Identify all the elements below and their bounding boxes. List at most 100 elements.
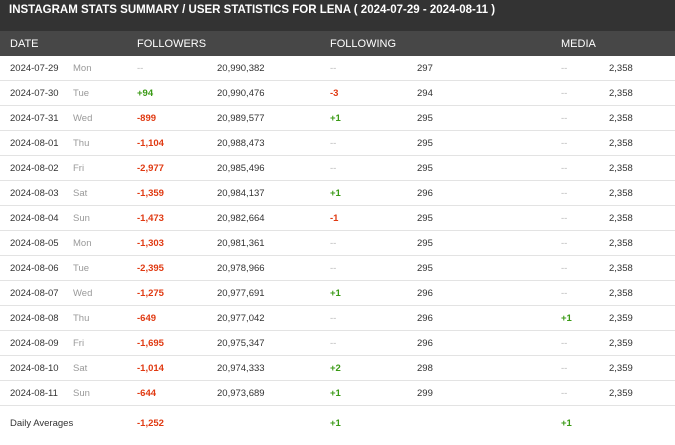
row-day: Sat — [73, 188, 88, 199]
row-date: 2024-07-31 — [10, 113, 59, 124]
followers-change: -1,104 — [137, 138, 164, 149]
followers-change: -1,473 — [137, 213, 164, 224]
media-total: 2,359 — [609, 388, 633, 399]
following-change: -- — [330, 338, 337, 349]
media-total: 2,358 — [609, 88, 633, 99]
row-day: Fri — [73, 163, 85, 174]
following-change: -- — [330, 263, 337, 274]
following-total: 295 — [417, 213, 433, 224]
media-change: -- — [561, 113, 568, 124]
row-date: 2024-08-05 — [10, 238, 59, 249]
row-date: 2024-08-11 — [10, 388, 58, 399]
following-change: -1 — [330, 213, 339, 224]
row-date: 2024-08-07 — [10, 288, 59, 299]
row-date: 2024-08-01 — [10, 138, 59, 149]
media-total: 2,358 — [609, 113, 633, 124]
stats-table-body: 2024-07-29 Mon -- 20,990,382 -- 297 -- 2,358 202… — [0, 56, 675, 406]
row-date: 2024-07-29 — [10, 63, 59, 74]
followers-change: -- — [137, 63, 144, 74]
row-day: Tue — [73, 263, 90, 274]
table-row: 2024-08-06 Tue -2,395 20,978,966 -- 295 -- 2,35… — [0, 256, 675, 281]
table-row: 2024-08-08 Thu -649 20,977,042 -- 296 +1 2,359 — [0, 306, 675, 331]
media-total: 2,359 — [609, 363, 633, 374]
following-total: 297 — [417, 63, 433, 74]
table-row: 2024-07-30 Tue +94 20,990,476 -3 294 -- 2,358 — [0, 81, 675, 106]
following-change: +2 — [330, 363, 341, 374]
media-change: -- — [561, 288, 568, 299]
followers-total: 20,981,361 — [217, 238, 265, 249]
following-change: -- — [330, 238, 337, 249]
averages-followers-change: -1,252 — [137, 418, 164, 429]
followers-change: -899 — [137, 113, 157, 124]
following-total: 296 — [417, 338, 433, 349]
table-row: 2024-08-10 Sat -1,014 20,974,333 +2 298 -- 2,35… — [0, 356, 675, 381]
row-date: 2024-08-02 — [10, 163, 59, 174]
media-total: 2,358 — [609, 163, 633, 174]
averages-media-change: +1 — [561, 418, 572, 429]
row-day: Mon — [73, 238, 92, 249]
row-date: 2024-08-08 — [10, 313, 59, 324]
header-media: MEDIA — [561, 38, 596, 50]
media-change: -- — [561, 63, 568, 74]
media-change: -- — [561, 363, 568, 374]
row-day: Sat — [73, 363, 88, 374]
following-change: +1 — [330, 388, 341, 399]
following-total: 298 — [417, 363, 433, 374]
table-row: 2024-08-01 Thu -1,104 20,988,473 -- 295 -- 2,35… — [0, 131, 675, 156]
followers-total: 20,988,473 — [217, 138, 265, 149]
table-row: 2024-07-29 Mon -- 20,990,382 -- 297 -- 2,358 — [0, 56, 675, 81]
media-change: -- — [561, 238, 568, 249]
following-total: 295 — [417, 163, 433, 174]
media-change: -- — [561, 138, 568, 149]
header-date: DATE — [10, 38, 39, 50]
row-day: Sun — [73, 388, 90, 399]
page-title-text: INSTAGRAM STATS SUMMARY / USER STATISTIC… — [9, 4, 496, 16]
table-row: 2024-08-03 Sat -1,359 20,984,137 +1 296 -- 2,35… — [0, 181, 675, 206]
row-day: Tue — [73, 88, 90, 99]
table-header: DATE FOLLOWERS FOLLOWING MEDIA — [0, 31, 675, 56]
row-day: Fri — [73, 338, 85, 349]
following-total: 294 — [417, 88, 433, 99]
followers-total: 20,984,137 — [217, 188, 265, 199]
header-followers: FOLLOWERS — [137, 38, 207, 50]
followers-change: -2,977 — [137, 163, 164, 174]
followers-change: +94 — [137, 88, 154, 99]
media-total: 2,359 — [609, 338, 633, 349]
followers-change: -1,359 — [137, 188, 164, 199]
table-row: 2024-08-07 Wed -1,275 20,977,691 +1 296 -- 2,35… — [0, 281, 675, 306]
media-total: 2,359 — [609, 313, 633, 324]
followers-total: 20,990,382 — [217, 63, 265, 74]
row-day: Thu — [73, 313, 90, 324]
row-day: Thu — [73, 138, 90, 149]
following-total: 295 — [417, 263, 433, 274]
row-day: Mon — [73, 63, 92, 74]
following-total: 296 — [417, 188, 433, 199]
header-following: FOLLOWING — [330, 38, 397, 50]
following-total: 299 — [417, 388, 433, 399]
followers-total: 20,985,496 — [217, 163, 265, 174]
media-change: -- — [561, 188, 568, 199]
table-row: 2024-08-09 Fri -1,695 20,975,347 -- 296 -- 2,35… — [0, 331, 675, 356]
table-row: 2024-07-31 Wed -899 20,989,577 +1 295 -- 2,358 — [0, 106, 675, 131]
followers-total: 20,989,577 — [217, 113, 265, 124]
following-total: 295 — [417, 238, 433, 249]
following-change: -- — [330, 313, 337, 324]
following-change: -- — [330, 138, 337, 149]
row-date: 2024-08-09 — [10, 338, 59, 349]
row-day: Sun — [73, 213, 90, 224]
media-total: 2,358 — [609, 238, 633, 249]
row-day: Wed — [73, 288, 93, 299]
followers-total: 20,973,689 — [217, 388, 265, 399]
averages-following-change: +1 — [330, 418, 341, 429]
followers-total: 20,975,347 — [217, 338, 265, 349]
row-date: 2024-07-30 — [10, 88, 59, 99]
following-total: 295 — [417, 113, 433, 124]
media-total: 2,358 — [609, 138, 633, 149]
following-change: +1 — [330, 113, 341, 124]
following-change: -- — [330, 63, 337, 74]
following-change: +1 — [330, 188, 341, 199]
followers-total: 20,982,664 — [217, 213, 265, 224]
table-row: 2024-08-05 Mon -1,303 20,981,361 -- 295 -- 2,35… — [0, 231, 675, 256]
daily-averages-row: Daily Averages -1,252 +1 +1 — [0, 410, 675, 435]
media-change: -- — [561, 163, 568, 174]
